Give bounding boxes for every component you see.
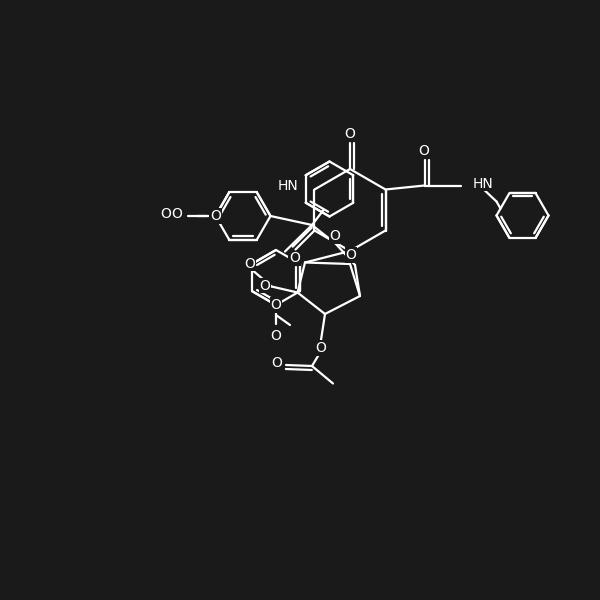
Text: O: O — [245, 257, 256, 271]
Text: O: O — [260, 278, 271, 292]
Text: HN: HN — [473, 176, 494, 191]
Text: O: O — [160, 207, 171, 221]
Text: O: O — [316, 341, 326, 355]
Text: O: O — [210, 209, 221, 223]
Text: O: O — [289, 251, 300, 265]
Text: O: O — [346, 248, 356, 262]
Text: O: O — [329, 229, 340, 243]
Text: O: O — [344, 127, 355, 141]
Text: O: O — [271, 298, 281, 312]
Text: O: O — [418, 143, 429, 158]
Text: O: O — [272, 356, 283, 370]
Text: HN: HN — [278, 179, 298, 193]
Text: O: O — [171, 207, 182, 221]
Text: O: O — [271, 329, 281, 343]
